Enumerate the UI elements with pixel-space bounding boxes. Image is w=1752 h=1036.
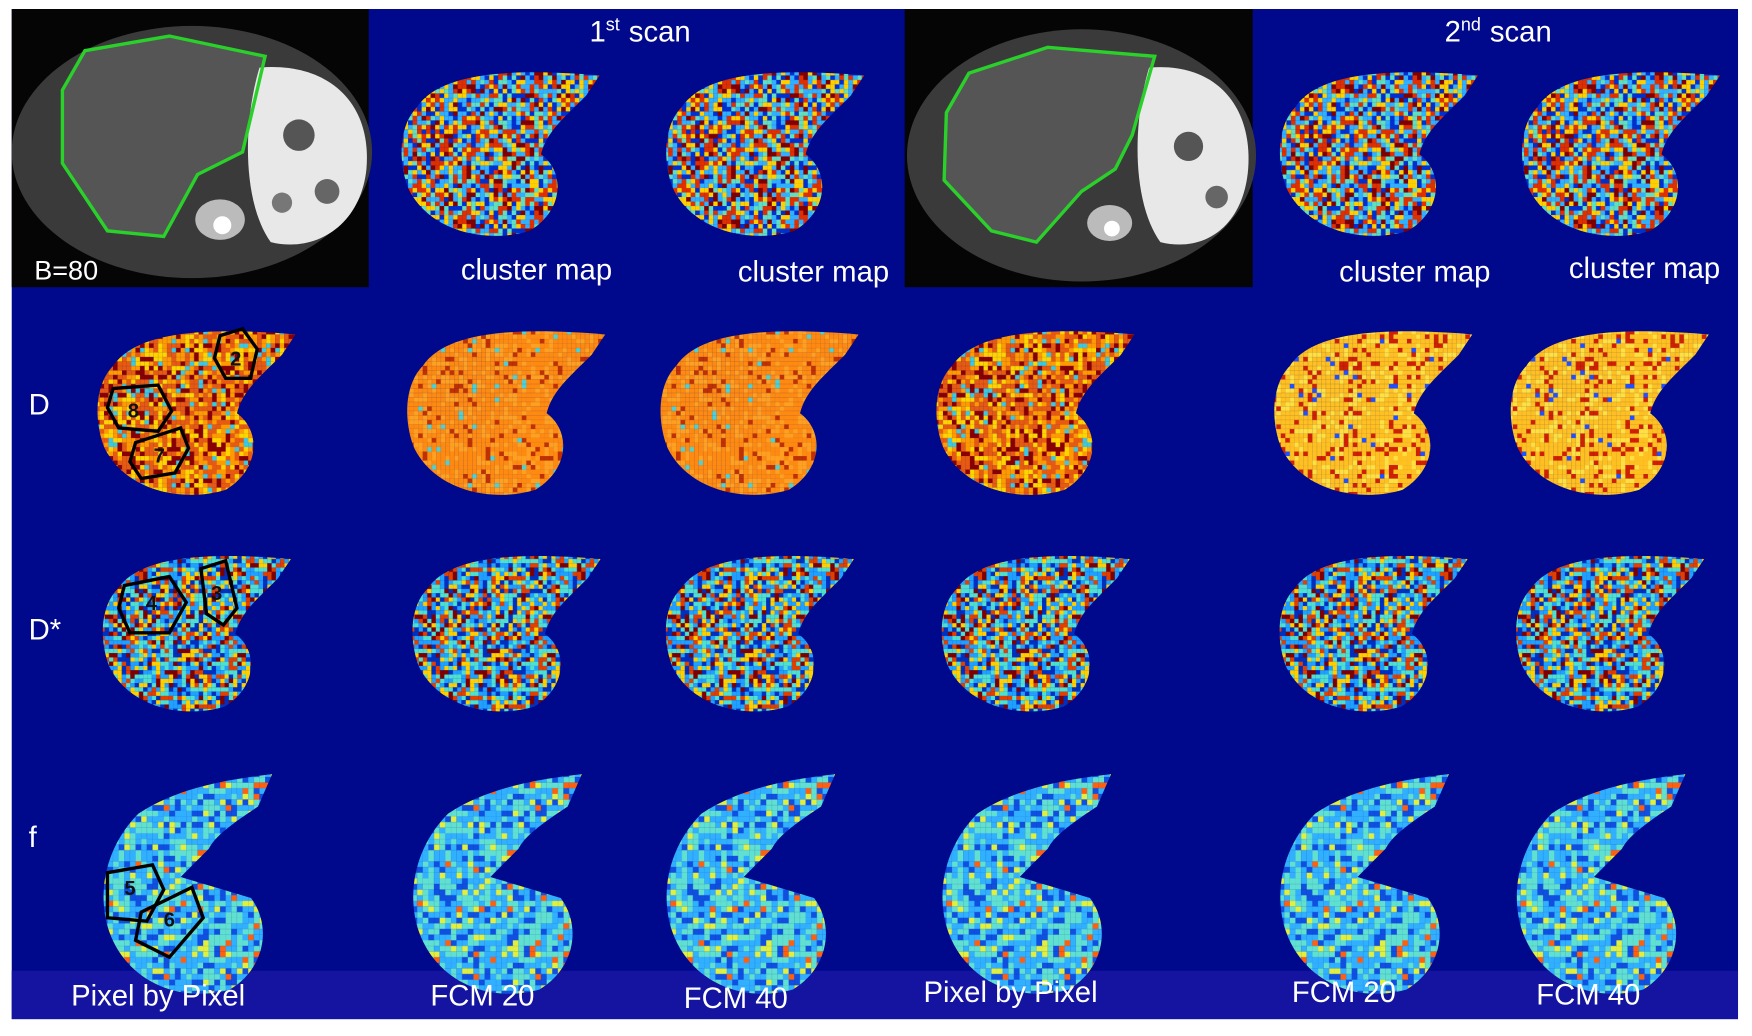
figure: 2874 356 B=80 1st scan 2nd scan cluster map… [11,9,1739,1020]
